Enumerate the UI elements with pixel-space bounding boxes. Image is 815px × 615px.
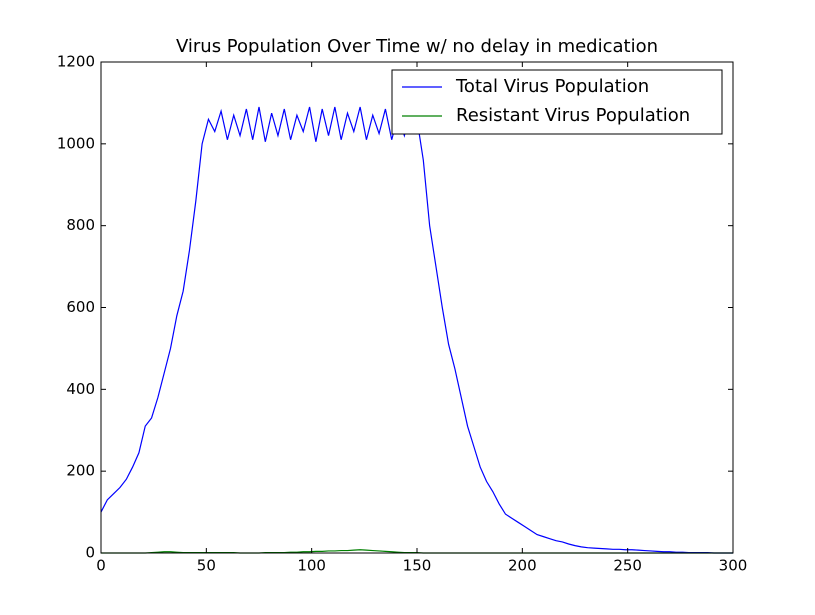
x-tick-label: 200 [508,557,537,575]
x-tick-label: 300 [719,557,748,575]
y-tick-label: 800 [66,216,95,234]
y-tick-label: 1200 [57,53,95,71]
x-tick-label: 100 [297,557,326,575]
chart-title: Virus Population Over Time w/ no delay i… [176,36,658,57]
y-tick-label: 600 [66,298,95,316]
legend-label: Resistant Virus Population [456,105,690,126]
y-tick-label: 0 [85,544,95,562]
y-tick-label: 200 [66,462,95,480]
x-tick-label: 250 [613,557,642,575]
y-tick-label: 400 [66,380,95,398]
x-tick-label: 50 [197,557,216,575]
legend-label: Total Virus Population [455,76,649,97]
y-tick-label: 1000 [57,134,95,152]
legend-box [391,69,723,135]
x-tick-label: 150 [403,557,432,575]
x-tick-label: 0 [96,557,106,575]
